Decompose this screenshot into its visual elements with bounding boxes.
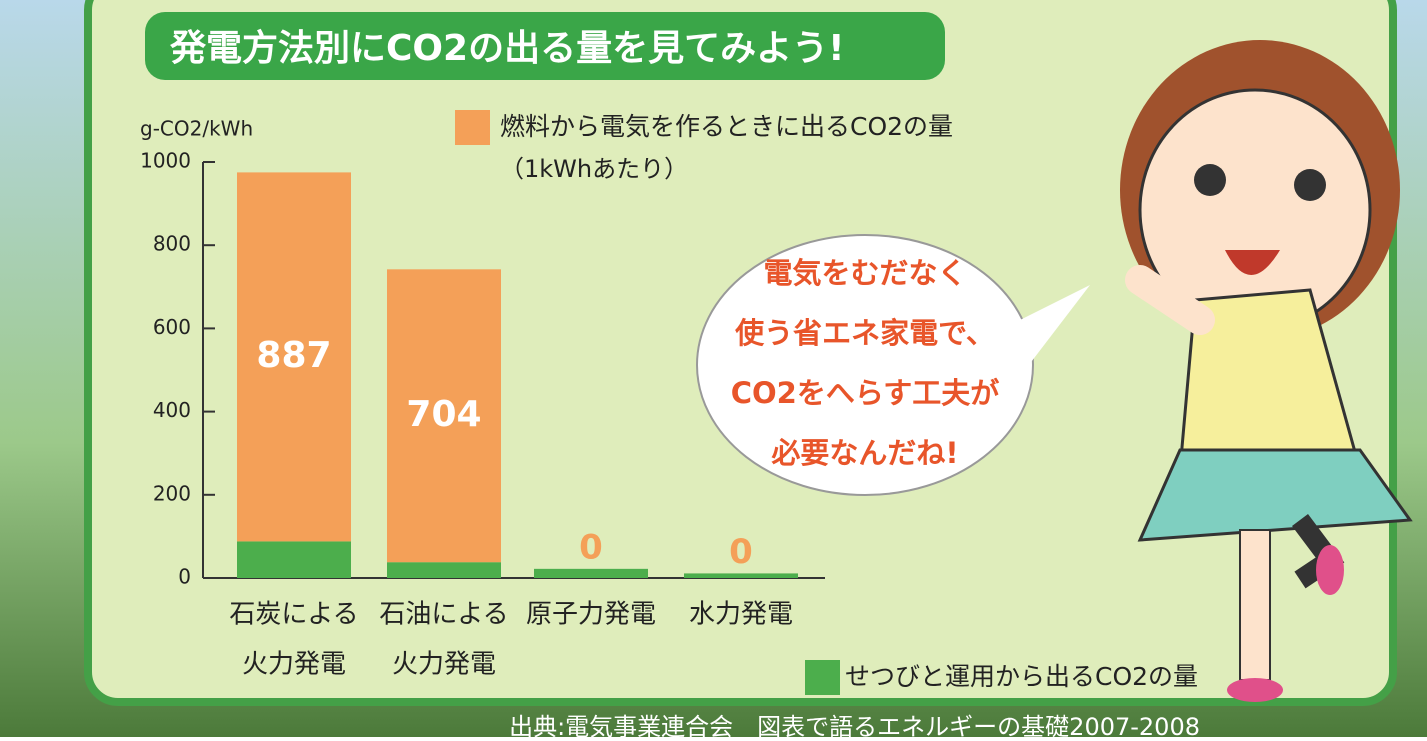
legend-label: せつびと運用から出るCO2の量: [845, 662, 1198, 691]
x-tick-label: 石油による: [379, 600, 508, 630]
x-tick-label: 火力発電: [392, 650, 496, 680]
value-label: 887: [256, 335, 331, 376]
speech-text: 使う省エネ家電で、: [734, 316, 995, 350]
chart-title: 発電方法別にCO2の出る量を見てみよう!: [170, 28, 845, 69]
x-tick-label: 水力発電: [689, 600, 793, 630]
legend-note: （1kWhあたり）: [500, 155, 688, 183]
x-tick-label: 石炭による: [229, 600, 358, 630]
bar-segment: [534, 569, 648, 578]
legend-label: 燃料から電気を作るときに出るCO2の量: [500, 112, 953, 141]
value-label: 0: [729, 532, 753, 572]
y-tick-label: 800: [153, 232, 191, 256]
bar-segment: [387, 562, 501, 578]
y-tick-label: 1000: [140, 149, 191, 173]
legend-swatch: [805, 660, 840, 695]
value-label: 0: [579, 527, 603, 567]
speech-text: 必要なんだね!: [771, 436, 958, 470]
x-tick-label: 原子力発電: [526, 600, 656, 630]
bar-segment: [684, 573, 798, 578]
y-tick-label: 400: [153, 398, 191, 422]
source: 出典:電気事業連合会 図表で語るエネルギーの基礎2007-2008: [509, 713, 1200, 737]
bar-segment: [237, 541, 351, 578]
y-tick-label: 200: [153, 481, 191, 505]
y-axis-label: g-CO2/kWh: [140, 117, 253, 141]
x-tick-label: 火力発電: [242, 650, 346, 680]
y-tick-label: 0: [178, 565, 191, 589]
speech-text: CO2をへらす工夫が: [731, 376, 1000, 410]
value-label: 704: [406, 394, 481, 435]
speech-text: 電気をむだなく: [763, 256, 966, 290]
chart: 発電方法別にCO2の出る量を見てみよう! g-CO2/kWh （1kWhあたり）…: [0, 0, 1427, 737]
y-tick-label: 600: [153, 315, 191, 339]
legend-swatch: [455, 110, 490, 145]
